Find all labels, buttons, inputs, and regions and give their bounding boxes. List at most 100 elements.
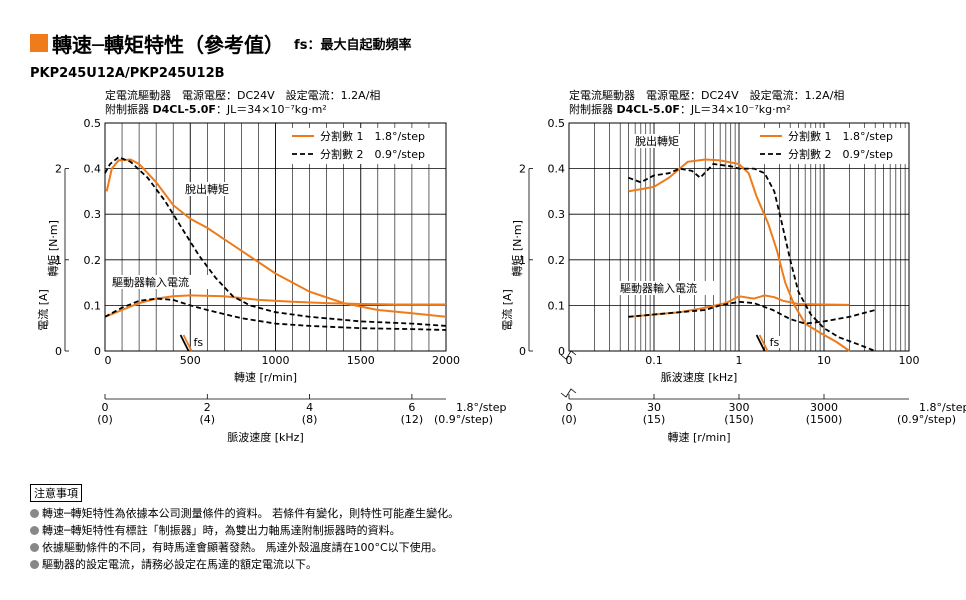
pullout-torque-label: 脫出轉矩	[185, 182, 229, 196]
secondary-x-tick-sub: (4)	[200, 413, 216, 426]
note-text: 驅動器的設定電流，請務必設定在馬達的額定電流以下。	[42, 558, 317, 571]
legend-box	[288, 128, 444, 164]
y-tick-label: 0.1	[84, 299, 102, 312]
fs-note: fs：最大自起動頻率	[294, 37, 412, 53]
step-label-sub: (0.9°/step)	[897, 413, 956, 426]
legend-item-series-2: 分割數 2 0.9°/step	[788, 147, 893, 161]
y-axis-label: 轉矩 [N·m]	[511, 220, 524, 277]
current-tick-label: 2	[55, 163, 62, 176]
secondary-x-tick-sub: (8)	[302, 413, 318, 426]
x-tick-label: 100	[899, 354, 920, 367]
driver-current-label-bg	[110, 275, 208, 289]
legend-item-series-1: 分割數 1 1.8°/step	[788, 129, 893, 143]
y-tick-label: 0.5	[84, 117, 102, 130]
secondary-x-tick-sub: (15)	[643, 413, 666, 426]
series-2-pullout-torque-line	[628, 163, 876, 352]
page-title: 轉速─轉矩特性（參考值）	[52, 32, 285, 57]
fs-marker-orange	[182, 334, 193, 352]
secondary-x-tick-sub: (12)	[401, 413, 424, 426]
current-tick-label: 0	[519, 345, 526, 358]
note-item: 依據驅動條件的不同，有時馬達會顯著發熱。 馬達外殼溫度請在100°C以下使用。	[30, 539, 459, 556]
secondary-x-tick-sub: (0)	[561, 413, 577, 426]
secondary-x-tick-label: 6	[408, 401, 415, 414]
secondary-x-axis-label: 脈波速度 [kHz]	[227, 430, 304, 444]
y-tick-label: 0.4	[548, 163, 566, 176]
driver-current-label: 驅動器輸入電流	[112, 275, 189, 289]
y-tick-label: 0.5	[548, 117, 566, 130]
secondary-x-tick-label: 3000	[810, 401, 838, 414]
secondary-x-tick-label: 300	[729, 401, 750, 414]
secondary-x-tick-label: 0	[102, 401, 109, 414]
note-item: 驅動器的設定電流，請務必設定在馬達的額定電流以下。	[30, 556, 459, 573]
y-tick-label: 0.4	[84, 163, 102, 176]
x-tick-label: 1	[736, 354, 743, 367]
fs-marker	[179, 334, 190, 352]
x-axis-label: 轉速 [r/min]	[234, 371, 297, 384]
note-text: 轉速─轉矩特性有標註「制振器」時，為雙出力軸馬達附制振器時的資料。	[42, 524, 401, 537]
title-bar: 轉速─轉矩特性（參考值） fs：最大自起動頻率	[30, 30, 412, 57]
step-label: 1.8°/step	[456, 401, 507, 414]
y-axis-label: 轉矩 [N·m]	[47, 220, 60, 277]
notes-section: 注意事項 轉速─轉矩特性為依據本公司測量條件的資料。 若條件有變化，則特性可能產…	[30, 484, 459, 573]
x-tick-label: 0.1	[645, 354, 663, 367]
legend-box	[756, 128, 907, 164]
x-tick-label: 0	[105, 354, 112, 367]
secondary-x-tick-sub: (1500)	[806, 413, 843, 426]
pullout-torque-label: 脫出轉矩	[635, 134, 679, 148]
current-axis-label: 電流 [A]	[36, 289, 50, 331]
y-tick-label: 0.3	[84, 208, 102, 221]
condition-text-2: 附制振器 D4CL-5.0F：JL＝34×10⁻⁷kg·m²	[105, 102, 327, 116]
note-text: 轉速─轉矩特性為依據本公司測量條件的資料。 若條件有變化，則特性可能產生變化。	[42, 507, 460, 520]
secondary-x-tick-label: 4	[306, 401, 313, 414]
series-2-driver-current-line	[104, 297, 447, 331]
secondary-x-tick-sub: (150)	[724, 413, 754, 426]
y-tick-label: 0.3	[548, 208, 566, 221]
y-tick-label: 0.1	[548, 299, 566, 312]
fs-label: fs	[194, 336, 204, 349]
x-axis-label: 脈波速度 [kHz]	[661, 370, 738, 384]
y-tick-label: 0	[94, 345, 101, 358]
step-label: 1.8°/step	[919, 401, 966, 414]
x-tick-label: 1500	[347, 354, 375, 367]
fs-label-bg	[192, 336, 207, 348]
bullet-icon	[30, 543, 39, 552]
axis-break-icon	[560, 388, 577, 398]
secondary-x-tick-label: 2	[204, 401, 211, 414]
current-tick-label: 1	[55, 254, 62, 267]
current-tick-label: 0	[55, 345, 62, 358]
bullet-icon	[30, 560, 39, 569]
note-item: 轉速─轉矩特性為依據本公司測量條件的資料。 若條件有變化，則特性可能產生變化。	[30, 505, 459, 522]
pullout-label-bg	[183, 182, 241, 196]
x-tick-label: 10	[817, 354, 831, 367]
series-2-driver-current-line	[628, 300, 876, 325]
y-tick-label: 0	[558, 345, 565, 358]
driver-current-label: 驅動器輸入電流	[620, 281, 697, 295]
fs-marker-orange	[758, 334, 769, 352]
secondary-x-tick-label: 30	[647, 401, 661, 414]
x-tick-label: 0	[566, 354, 573, 367]
secondary-x-tick-sub: (0)	[97, 413, 113, 426]
secondary-x-axis-label: 轉速 [r/min]	[667, 431, 730, 444]
secondary-x-tick-label: 0	[566, 401, 573, 414]
model-name: PKP245U12A/PKP245U12B	[30, 66, 225, 81]
condition-text: 定電流驅動器 電源電壓：DC24V 設定電流：1.2A/相	[569, 88, 844, 102]
condition-text-2: 附制振器 D4CL-5.0F：JL＝34×10⁻⁷kg·m²	[569, 102, 791, 116]
bullet-icon	[30, 526, 39, 535]
y-tick-label: 0.2	[84, 254, 102, 267]
pullout-label-bg	[633, 134, 691, 148]
fs-marker	[755, 334, 766, 352]
fs-label: fs	[770, 336, 780, 349]
driver-current-label-bg	[618, 281, 716, 295]
current-tick-label: 1	[519, 254, 526, 267]
condition-text: 定電流驅動器 電源電壓：DC24V 設定電流：1.2A/相	[105, 88, 380, 102]
title-marker-icon	[30, 34, 48, 52]
x-tick-label: 2000	[432, 354, 460, 367]
series-1-driver-current-line	[104, 294, 446, 318]
legend-item-series-2: 分割數 2 0.9°/step	[320, 147, 425, 161]
note-text: 依據驅動條件的不同，有時馬達會顯著發熱。 馬達外殼溫度請在100°C以下使用。	[42, 541, 443, 554]
series-1-pullout-torque-line	[105, 158, 447, 318]
x-tick-label: 1000	[262, 354, 290, 367]
y-tick-label: 0.2	[548, 254, 566, 267]
current-axis-label: 電流 [A]	[500, 289, 514, 331]
